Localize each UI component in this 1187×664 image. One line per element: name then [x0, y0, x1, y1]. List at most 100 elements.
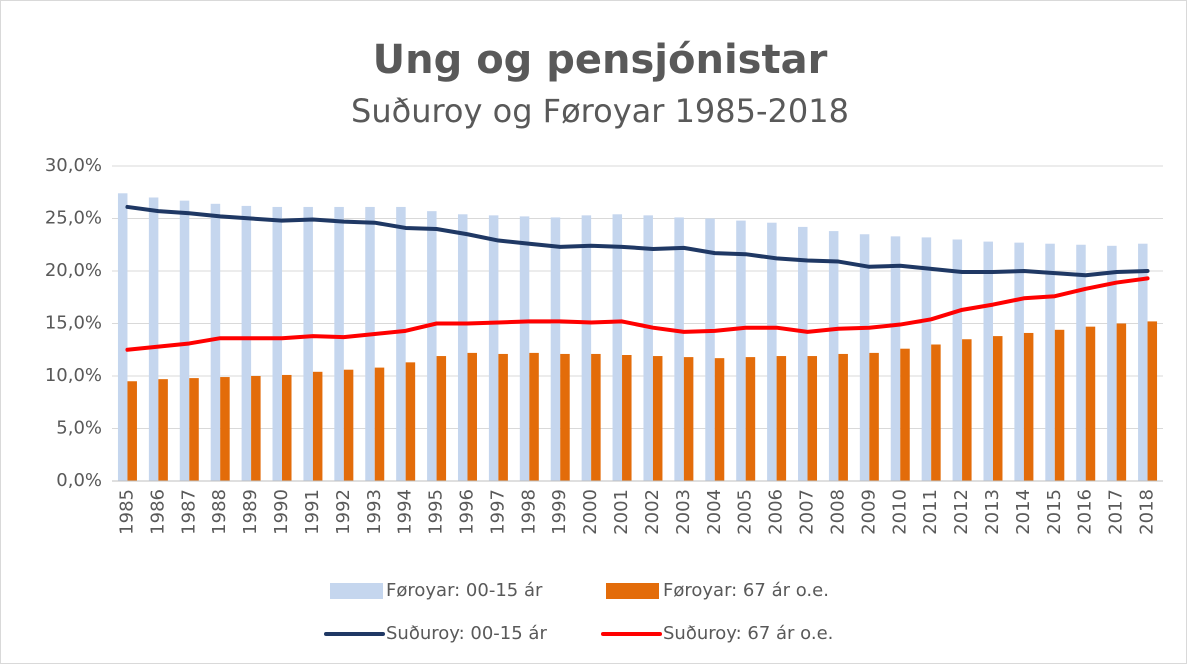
x-tick-label: 1999 — [549, 489, 570, 535]
y-tick-label: 15,0% — [45, 313, 102, 334]
bar — [807, 356, 818, 481]
x-tick-label: 2017 — [1106, 489, 1127, 535]
x-tick-label: 2015 — [1044, 489, 1065, 535]
x-tick-label: 2007 — [797, 489, 818, 535]
bar — [272, 206, 283, 481]
x-tick-label: 1990 — [271, 489, 292, 535]
x-tick-label: 1993 — [364, 489, 385, 535]
bar — [1116, 323, 1127, 481]
x-tick-label: 1997 — [487, 489, 508, 535]
bar — [921, 237, 932, 481]
bar — [581, 215, 592, 481]
x-tick-label: 2010 — [889, 489, 910, 535]
bar — [838, 353, 848, 481]
bar — [1014, 242, 1024, 481]
bar — [931, 344, 941, 481]
bar — [1107, 245, 1117, 481]
x-tick-label: 2001 — [611, 489, 632, 535]
bar — [1138, 243, 1148, 481]
bar — [1147, 321, 1158, 481]
legend-label: Suðuroy: 00-15 ár — [386, 623, 547, 644]
y-tick-label: 20,0% — [45, 260, 102, 281]
x-tick-label: 1998 — [518, 489, 539, 535]
x-tick-label: 1987 — [178, 489, 199, 535]
x-tick-label: 1988 — [209, 489, 230, 535]
bar — [405, 362, 416, 481]
bar — [1023, 332, 1034, 481]
bar — [560, 353, 570, 481]
legend-label: Føroyar: 00-15 ár — [386, 580, 543, 601]
x-tick-label: 2009 — [858, 489, 879, 535]
bar — [643, 215, 653, 481]
chart-subtitle: Suðuroy og Føroyar 1985-2018 — [351, 92, 849, 130]
bar — [488, 215, 499, 481]
bar — [1085, 326, 1096, 481]
x-tick-label: 2005 — [735, 489, 756, 535]
x-tick-label: 1994 — [395, 489, 416, 535]
y-tick-label: 25,0% — [45, 208, 102, 229]
x-tick-label: 2004 — [704, 489, 725, 535]
bar — [828, 231, 839, 481]
bar — [457, 214, 468, 482]
x-tick-label: 2016 — [1075, 489, 1096, 535]
bar — [498, 353, 508, 481]
bar — [992, 336, 1003, 481]
x-tick-label: 2011 — [920, 489, 941, 535]
x-tick-label: 2012 — [951, 489, 972, 535]
bar — [179, 200, 190, 481]
bar — [550, 217, 561, 481]
bar — [1076, 244, 1086, 481]
bar — [890, 236, 901, 481]
y-tick-label: 0,0% — [56, 470, 102, 491]
y-tick-label: 5,0% — [56, 418, 102, 439]
bar — [745, 357, 756, 481]
bar — [158, 379, 168, 481]
bar — [900, 348, 910, 481]
bar — [241, 205, 252, 481]
bar — [612, 214, 623, 482]
bar — [251, 376, 261, 481]
x-tick-label: 1989 — [240, 489, 261, 535]
bar — [210, 203, 221, 482]
bar — [282, 374, 292, 481]
bar — [220, 377, 230, 481]
legend-label: Føroyar: 67 ár o.e. — [663, 580, 829, 601]
line — [125, 276, 1150, 352]
bar — [714, 358, 725, 481]
bar — [674, 217, 684, 481]
bar — [529, 352, 539, 481]
bar — [652, 356, 663, 481]
bar — [983, 241, 993, 481]
bar — [396, 206, 406, 481]
bar — [117, 193, 128, 482]
line — [125, 204, 1150, 278]
bar — [427, 211, 437, 481]
x-tick-label: 2000 — [580, 489, 601, 535]
x-tick-label: 2014 — [1013, 489, 1034, 535]
legend-label: Suðuroy: 67 ár o.e. — [663, 623, 833, 644]
bar — [436, 356, 447, 481]
x-tick-label: 1991 — [302, 489, 323, 535]
x-tick-label: 1986 — [147, 489, 168, 535]
bar — [519, 216, 530, 481]
x-tick-label: 2003 — [673, 489, 694, 535]
bar — [705, 218, 715, 481]
bar — [343, 369, 354, 481]
bar — [1054, 329, 1065, 481]
bar — [736, 220, 746, 481]
bar — [127, 381, 137, 481]
bar — [869, 352, 879, 481]
bar — [798, 226, 808, 481]
bar — [962, 339, 972, 481]
bar — [591, 353, 601, 481]
bar — [859, 234, 870, 481]
y-tick-label: 10,0% — [45, 365, 102, 386]
bar — [1045, 243, 1055, 481]
bar — [148, 197, 159, 481]
x-tick-label: 1996 — [456, 489, 477, 535]
bar — [312, 371, 323, 481]
bar — [776, 356, 787, 481]
x-tick-label: 2008 — [827, 489, 848, 535]
bar — [374, 367, 385, 481]
